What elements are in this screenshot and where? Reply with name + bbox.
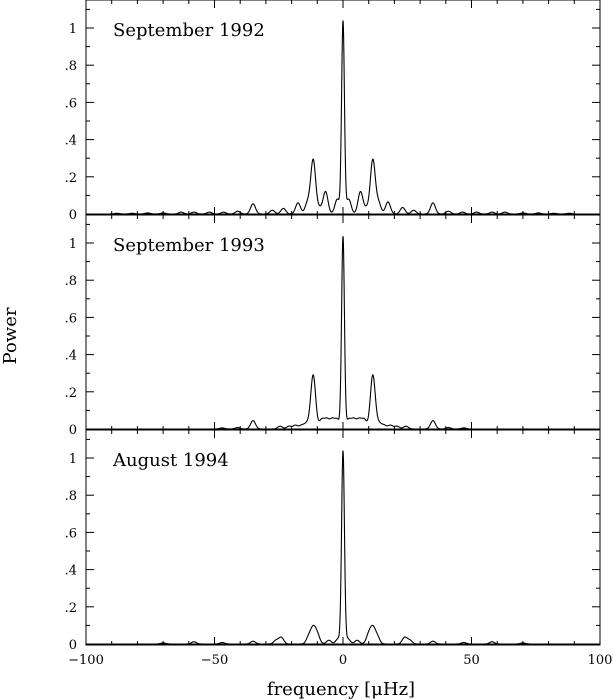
power-spectrum-line	[86, 450, 600, 645]
y-tick-label: .8	[65, 489, 77, 504]
y-tick-label: .4	[65, 564, 77, 579]
x-axis-title: frequency [μHz]	[267, 679, 415, 700]
x-tick-label: −100	[68, 653, 104, 668]
y-axis-title: Power	[0, 307, 21, 364]
panel-title: September 1993	[113, 235, 265, 256]
power-spectrum-line	[86, 20, 600, 215]
x-tick-label: −50	[201, 653, 228, 668]
y-tick-label: 0	[69, 638, 77, 653]
y-tick-label: 1	[69, 452, 77, 467]
y-tick-label: .2	[65, 171, 77, 186]
panels: 0 .2 .4 .6 .8 1 September 1992 0 .2 .4 .6 .8 1 Septem…	[65, 0, 613, 668]
panel-2: 0 .2 .4 .6 .8 1 September 1993	[65, 214, 601, 438]
panel-1: 0 .2 .4 .6 .8 1 September 1992	[65, 0, 601, 223]
panel-title: September 1992	[113, 20, 265, 41]
panel-title: August 1994	[112, 450, 229, 471]
y-tick-label: 0	[69, 208, 77, 223]
y-tick-label: .4	[65, 134, 77, 149]
x-tick-label: 0	[339, 653, 347, 668]
panel-3: 0 .2 .4 .6 .8 1 August 1994 −100 −50 0 50 100	[65, 429, 613, 668]
y-tick-label: .2	[65, 386, 77, 401]
x-tick-label: 100	[588, 653, 613, 668]
y-tick-label: 0	[69, 423, 77, 438]
y-tick-label: 1	[69, 22, 77, 37]
y-tick-label: .6	[65, 96, 77, 111]
y-tick-label: .6	[65, 311, 77, 326]
y-tick-label: .2	[65, 601, 77, 616]
y-tick-label: .4	[65, 349, 77, 364]
y-tick-label: .8	[65, 274, 77, 289]
x-tick-label: 50	[463, 653, 480, 668]
power-spectrum-line	[86, 236, 600, 430]
y-tick-label: .8	[65, 59, 77, 74]
y-tick-label: 1	[69, 237, 77, 252]
y-tick-label: .6	[65, 526, 77, 541]
